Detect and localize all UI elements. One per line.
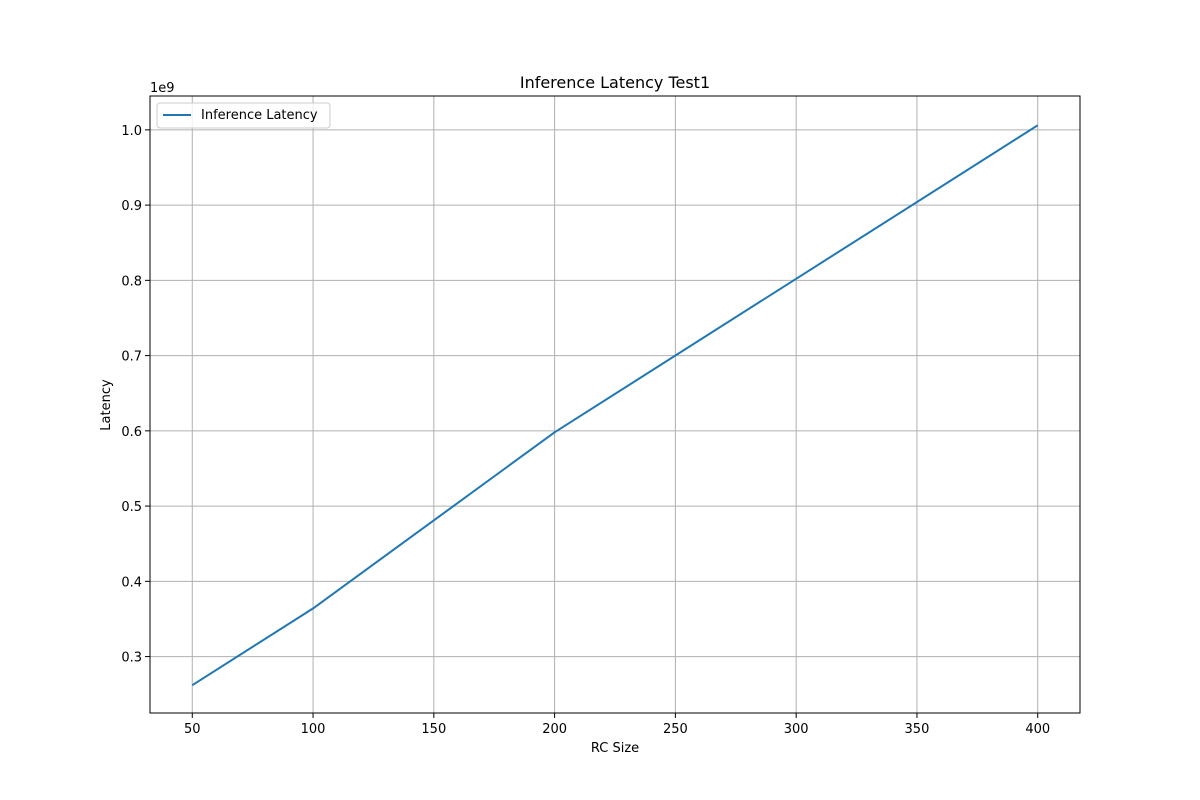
x-axis-label: RC Size <box>591 741 639 756</box>
plot-frame <box>149 95 1081 714</box>
x-tick-label: 400 <box>1025 722 1050 737</box>
legend-label: Inference Latency <box>201 108 318 123</box>
chart-title: Inference Latency Test1 <box>520 73 710 92</box>
y-tick-label: 0.8 <box>121 274 142 289</box>
x-tick-label: 300 <box>784 722 809 737</box>
y-tick-label: 1.0 <box>121 124 142 139</box>
y-tick-label: 0.6 <box>121 425 142 440</box>
y-axis-label: Latency <box>99 379 114 431</box>
series-line-inference-latency <box>191 124 1039 687</box>
y-axis-ticks: 0.3 0.4 0.5 0.6 0.7 0.8 0.9 1.0 <box>121 124 150 666</box>
x-tick-label: 350 <box>905 722 930 737</box>
x-axis-ticks: 50 100 150 200 250 300 350 400 <box>184 713 1050 737</box>
legend-box <box>156 102 331 129</box>
y-axis-offset-label: 1e9 <box>150 81 175 96</box>
y-tick-label: 0.3 <box>121 651 142 666</box>
x-tick-label: 250 <box>663 722 688 737</box>
x-tick-label: 100 <box>301 722 326 737</box>
y-tick-label: 0.9 <box>121 199 142 214</box>
x-tick-label: 50 <box>184 722 201 737</box>
y-tick-label: 0.4 <box>121 575 142 590</box>
grid-lines <box>150 96 1080 713</box>
legend: Inference Latency <box>156 102 331 129</box>
x-tick-label: 200 <box>542 722 567 737</box>
series-layer <box>191 124 1039 687</box>
y-tick-label: 0.5 <box>121 500 142 515</box>
x-tick-label: 150 <box>421 722 446 737</box>
y-tick-label: 0.7 <box>121 350 142 365</box>
